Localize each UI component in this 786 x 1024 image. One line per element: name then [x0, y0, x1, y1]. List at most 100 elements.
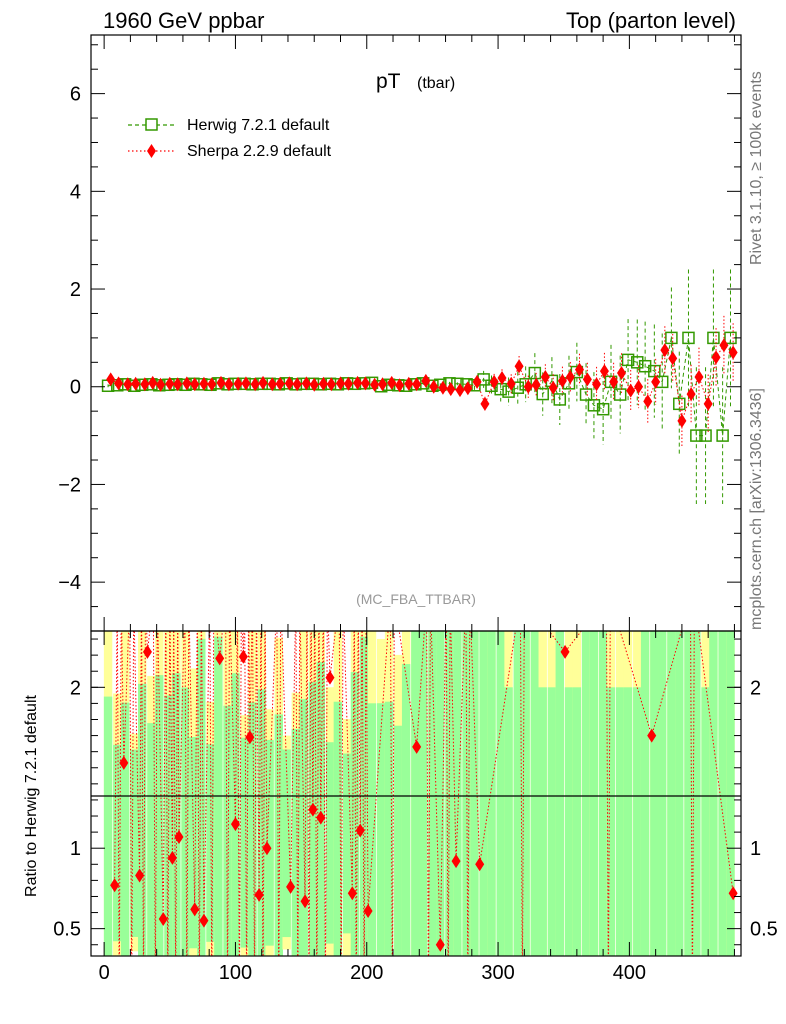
- ratio-point-sherpa: [135, 868, 145, 883]
- ratio-band-green: [726, 631, 735, 956]
- sherpa-point: [677, 413, 687, 428]
- legend-entry-sherpa: Sherpa 2.2.9 default: [128, 143, 332, 160]
- ratio-band-green: [513, 631, 522, 956]
- sherpa-point: [651, 374, 661, 389]
- ratio-point-sherpa: [308, 802, 318, 817]
- x-tick-label: 400: [613, 962, 646, 984]
- ratio-y-tick-label-left: 2: [70, 677, 81, 699]
- ratio-band-green: [274, 714, 283, 956]
- sherpa-point: [489, 374, 499, 389]
- ratio-band-green: [589, 631, 599, 956]
- ratio-band-green: [189, 737, 198, 949]
- rivet-side-label: Rivet 3.1.10, ≥ 100k events: [748, 71, 765, 265]
- ratio-band-green: [428, 631, 437, 956]
- ratio-point-sherpa: [355, 823, 365, 838]
- axis-ticks: [91, 35, 741, 956]
- ratio-band-green: [113, 744, 122, 942]
- ratio-band-green: [581, 631, 591, 956]
- ratio-band-green: [564, 687, 574, 956]
- ratio-band-green: [401, 664, 411, 956]
- ratio-point-sherpa: [190, 902, 200, 917]
- herwig-point: [579, 388, 593, 401]
- sherpa-point: [301, 376, 311, 391]
- ratio-point-sherpa: [647, 728, 657, 743]
- sherpa-point: [455, 383, 465, 398]
- sherpa-point: [140, 377, 150, 392]
- sherpa-point: [626, 383, 636, 398]
- sherpa-point: [258, 375, 268, 390]
- ratio-band-green: [197, 638, 206, 956]
- sherpa-point: [711, 350, 721, 365]
- sherpa-point: [531, 377, 541, 392]
- chart-title-subscript: (tbar): [417, 75, 455, 92]
- ratio-point-sherpa: [167, 850, 177, 865]
- sherpa-point: [668, 351, 678, 366]
- sherpa-point: [565, 369, 575, 384]
- sherpa-point: [412, 377, 422, 392]
- ratio-band-green: [530, 631, 540, 956]
- ratio-band-green: [640, 631, 650, 956]
- axis-tick-labels: 0 100 200 300 400 −4 −2 0 2 4 6 0.5 0.5 1 1 2 2: [53, 84, 778, 984]
- sherpa-point: [497, 370, 507, 385]
- ratio-band-green: [248, 702, 257, 956]
- ratio-point-sherpa: [119, 755, 129, 770]
- ratio-band-green: [718, 631, 727, 956]
- sherpa-point: [617, 366, 627, 381]
- sherpa-point: [131, 376, 141, 391]
- herwig-point: [621, 353, 635, 367]
- sherpa-point: [429, 379, 439, 394]
- ratio-point-sherpa: [435, 937, 445, 952]
- herwig-point: [690, 429, 703, 442]
- ratio-sherpa-line: [114, 631, 734, 956]
- legend-marker-herwig: [145, 118, 158, 131]
- sherpa-point: [438, 380, 448, 395]
- sherpa-point: [557, 373, 567, 388]
- main-y-tick-label: −4: [58, 572, 81, 594]
- header-right-label: Top (parton level): [566, 8, 736, 33]
- ratio-band-green: [650, 631, 659, 956]
- ratio-band-green: [521, 631, 530, 956]
- main-y-tick-label: 0: [70, 377, 81, 399]
- ratio-band-green: [675, 631, 684, 956]
- ratio-band-green: [172, 673, 181, 956]
- sherpa-point: [148, 375, 158, 390]
- sherpa-point: [318, 376, 328, 391]
- sherpa-point: [634, 379, 644, 394]
- herwig-point: [682, 331, 695, 345]
- ratio-band-green: [333, 701, 343, 956]
- sherpa-point: [343, 376, 353, 391]
- sherpa-point: [472, 374, 482, 389]
- sherpa-point: [267, 377, 277, 392]
- ratio-point-sherpa: [316, 810, 326, 825]
- main-y-tick-label: 6: [70, 84, 81, 106]
- sherpa-point: [728, 345, 738, 360]
- ratio-point-sherpa: [475, 857, 485, 872]
- herwig-point: [494, 382, 507, 396]
- x-tick-label: 0: [99, 962, 110, 984]
- legend-entry-herwig: Herwig 7.2.1 default: [128, 117, 330, 134]
- ratio-point-sherpa: [245, 730, 255, 745]
- herwig-point: [716, 429, 729, 442]
- sherpa-point: [165, 376, 175, 391]
- sherpa-point: [599, 364, 609, 379]
- main-plot-series: [101, 269, 738, 504]
- ratio-points: [110, 644, 738, 952]
- mcplots-side-label: mcplots.cern.ch [arXiv:1306.3436]: [748, 388, 765, 630]
- ratio-uncertainty-bands: [103, 631, 735, 956]
- sherpa-point: [173, 377, 183, 392]
- sherpa-point: [514, 359, 524, 374]
- ratio-point-sherpa: [230, 817, 240, 832]
- sherpa-point: [387, 375, 397, 390]
- sherpa-point: [275, 376, 285, 391]
- legend-label-sherpa: Sherpa 2.2.9 default: [187, 143, 332, 160]
- herwig-point: [536, 387, 549, 401]
- ratio-plot-frame: [90, 630, 742, 957]
- ratio-band-green: [130, 749, 139, 937]
- sherpa-point: [548, 380, 558, 395]
- ratio-point-sherpa: [158, 911, 168, 926]
- ratio-band-green: [299, 699, 308, 956]
- ratio-point-sherpa: [142, 644, 152, 659]
- ratio-y-axis-label: Ratio to Herwig 7.2.1 default: [23, 695, 40, 897]
- ratio-point-sherpa: [215, 651, 225, 666]
